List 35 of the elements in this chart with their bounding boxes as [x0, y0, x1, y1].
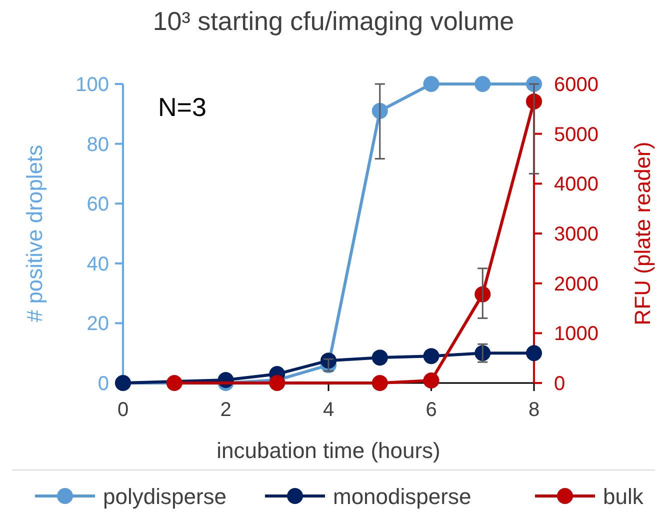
point	[423, 348, 440, 364]
y-axis-title: # positive droplets	[22, 144, 47, 322]
x-tick-label: 8	[528, 399, 540, 421]
point	[474, 76, 491, 92]
point	[269, 375, 286, 391]
legend-label: polydisperse	[103, 484, 227, 509]
y2-tick-label: 3000	[554, 224, 598, 246]
y2-tick-label: 5000	[554, 124, 598, 146]
y2-tick-label: 1000	[554, 323, 598, 346]
point	[423, 76, 440, 92]
x-tick-label: 6	[426, 399, 437, 421]
y2-axis-title: RFU (plate reader)	[630, 142, 655, 326]
point	[526, 345, 542, 362]
x-tick-label: 0	[117, 399, 129, 421]
x-axis-title: incubation time (hours)	[216, 438, 440, 463]
x-tick-label: 4	[322, 399, 334, 421]
y-tick-label: 100	[76, 74, 109, 96]
point	[372, 375, 388, 391]
y2-tick-label: 6000	[554, 74, 598, 96]
annotation: N=3	[158, 92, 206, 122]
legend-label: bulk	[603, 484, 644, 509]
y2-tick-label: 2000	[554, 273, 598, 296]
point	[166, 375, 182, 391]
legend-label: monodisperse	[333, 484, 472, 509]
y2-tick-label: 0	[554, 373, 566, 395]
y-tick-label: 20	[86, 313, 109, 336]
chart-title: 10³ starting cfu/imaging volume	[152, 6, 514, 36]
point	[372, 350, 388, 366]
y-tick-label: 60	[86, 194, 109, 216]
point	[423, 372, 440, 389]
y-tick-label: 40	[86, 253, 109, 276]
y-tick-label: 80	[86, 134, 109, 156]
y-tick-label: 0	[98, 373, 109, 395]
x-tick-label: 2	[220, 399, 232, 421]
y2-tick-label: 4000	[554, 174, 598, 196]
